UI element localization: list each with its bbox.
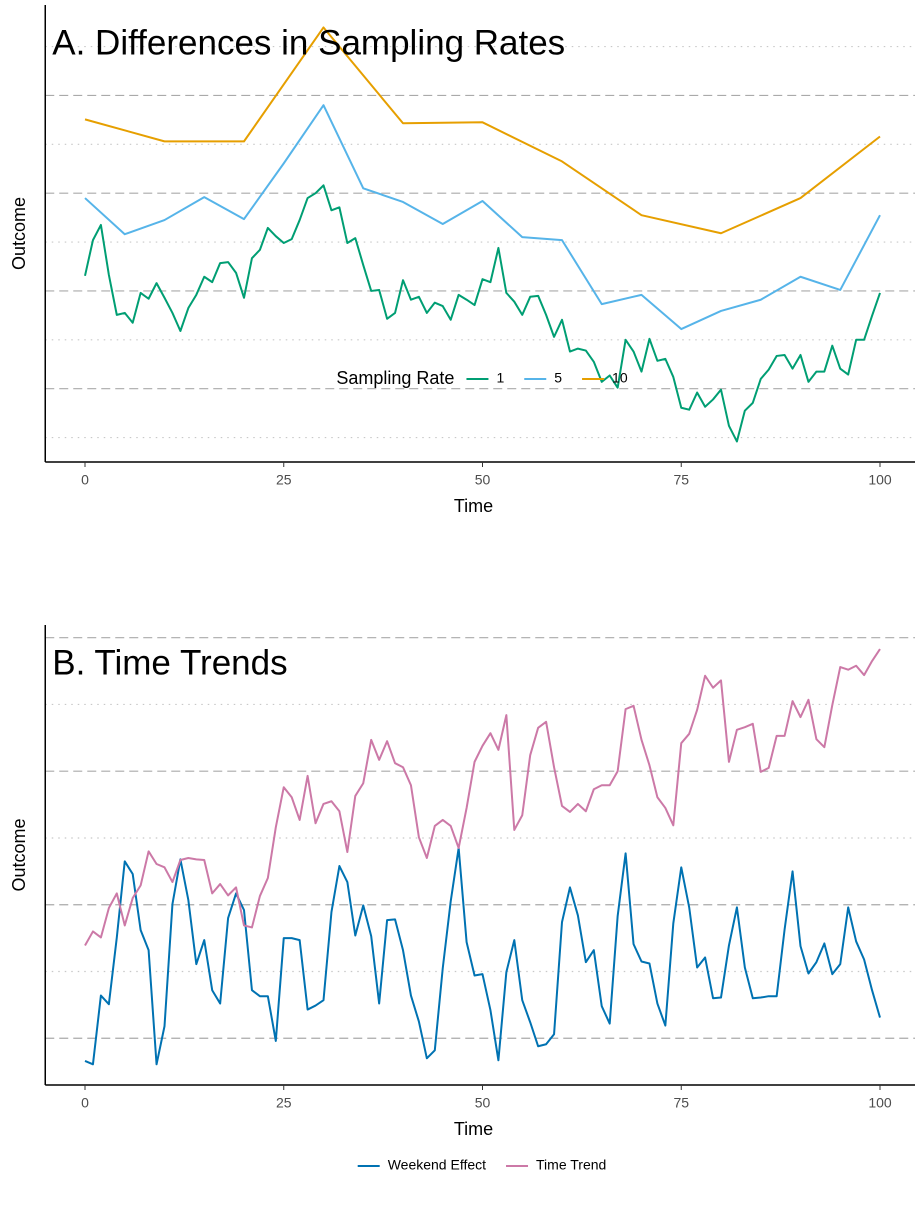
x-tick-label: 25 [276, 1095, 292, 1111]
x-tick-label: 0 [81, 1095, 89, 1111]
legend-label: Time Trend [536, 1157, 606, 1173]
y-axis-title: Outcome [9, 197, 29, 270]
legend-label: 1 [496, 370, 504, 386]
x-tick-label: 75 [673, 472, 689, 488]
x-tick-label: 25 [276, 472, 292, 488]
legend-label: 5 [554, 370, 562, 386]
legend: Sampling Rate 1 5 10 [336, 368, 627, 388]
panel: 0 25 50 75 100 A. Differences in Sampling Rat… [9, 5, 915, 516]
chart-title: B. Time Trends [52, 643, 287, 682]
x-tick-label: 75 [673, 1095, 689, 1111]
x-tick-label: 50 [475, 472, 491, 488]
series-line [84, 104, 881, 331]
legend-label: Weekend Effect [388, 1157, 486, 1173]
panel: 0 25 50 75 100 B. Time Trends Time Outcome [9, 625, 915, 1139]
x-axis-title: Time [454, 496, 493, 516]
x-axis-title: Time [454, 1119, 493, 1139]
series-line [84, 846, 881, 1066]
y-axis-title: Outcome [9, 818, 29, 891]
legend-label: 10 [612, 370, 628, 386]
series-line [84, 26, 881, 235]
x-tick-label: 50 [475, 1095, 491, 1111]
x-tick-label: 100 [868, 1095, 892, 1111]
series-line [84, 648, 881, 946]
chart-title: A. Differences in Sampling Rates [52, 23, 565, 62]
x-tick-label: 0 [81, 472, 89, 488]
legend: Weekend Effect Time Trend [357, 1157, 606, 1173]
legend-title: Sampling Rate [336, 368, 454, 388]
series-line [84, 184, 881, 443]
x-tick-label: 100 [868, 472, 892, 488]
